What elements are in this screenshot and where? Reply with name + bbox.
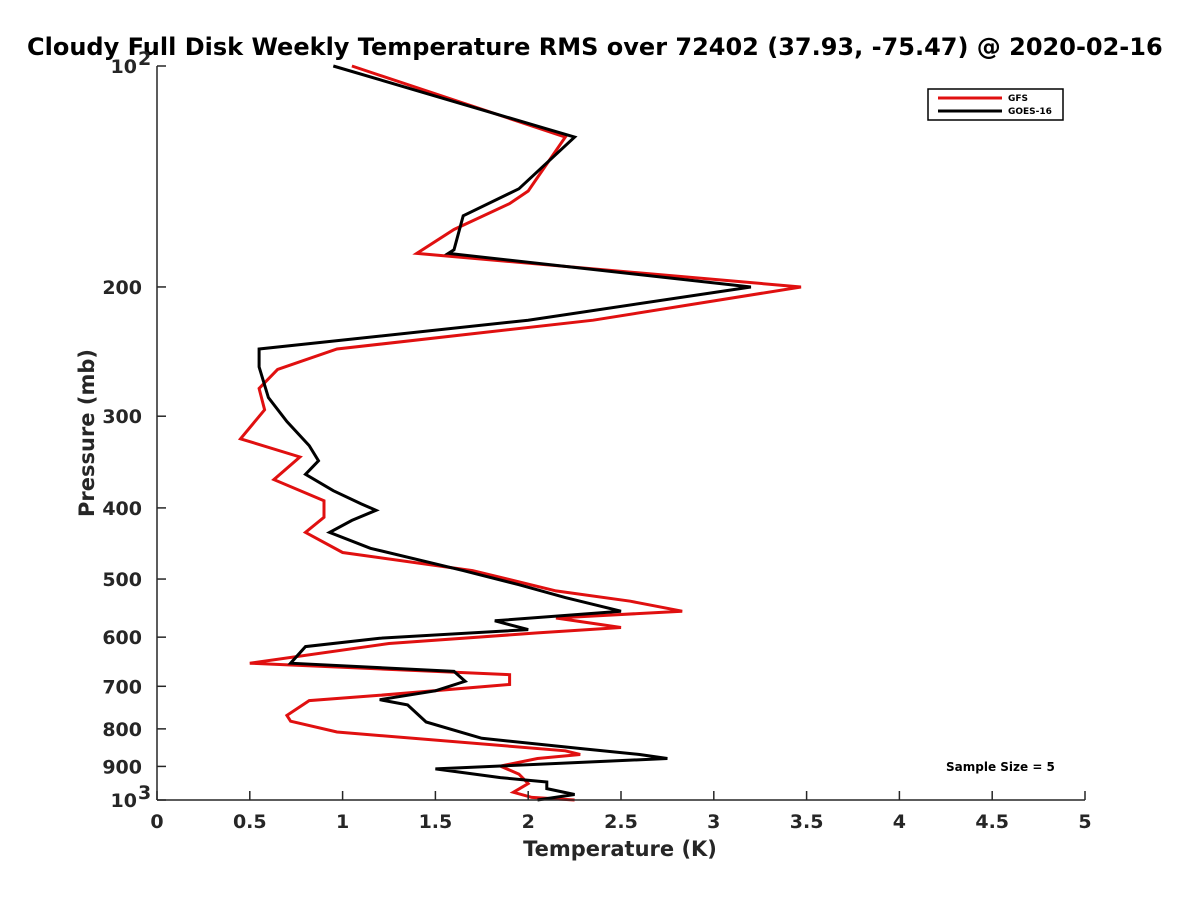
x-axis-label: Temperature (K)	[523, 837, 717, 861]
legend-label-gfs: GFS	[1008, 94, 1028, 104]
x-tick-label: 0	[150, 811, 163, 833]
y-tick-label: 500	[102, 569, 142, 591]
legend-box	[927, 88, 1064, 121]
y-tick-label: 400	[102, 498, 142, 520]
x-tick-label: 5	[1078, 811, 1091, 833]
y-axis-label: Pressure (mb)	[75, 349, 99, 517]
x-tick-label: 4	[893, 811, 906, 833]
chart-title: Cloudy Full Disk Weekly Temperature RMS …	[27, 33, 1163, 61]
x-tick-label: 0.5	[233, 811, 267, 833]
x-tick-label: 2	[522, 811, 535, 833]
y-tick-label: 10	[111, 790, 137, 812]
y-tick-label: 600	[102, 627, 142, 649]
x-tick-label: 4.5	[975, 811, 1009, 833]
x-tick-label: 1	[336, 811, 349, 833]
y-tick-exponent: 2	[138, 48, 151, 70]
y-tick-label: 300	[102, 406, 142, 428]
y-tick-exponent: 3	[138, 782, 151, 804]
y-tick-label: 800	[102, 719, 142, 741]
series-line-gfs	[237, 64, 802, 802]
y-tick-label: 700	[102, 676, 142, 698]
y-tick-label: 900	[102, 756, 142, 778]
series-layer	[237, 64, 802, 802]
legend-label-goes16: GOES-16	[1008, 107, 1052, 117]
x-tick-label: 3	[707, 811, 720, 833]
y-tick-label: 200	[102, 277, 142, 299]
y-tick-label: 10	[111, 56, 137, 78]
x-tick-label: 1.5	[419, 811, 453, 833]
ticks-layer: 0 0.5 1 1.5 2 2.5 3 3.5 4 4.5 510 22003004005006007…	[102, 48, 1091, 833]
x-tick-label: 3.5	[790, 811, 824, 833]
x-tick-label: 2.5	[604, 811, 638, 833]
sample-size-annotation: Sample Size = 5	[946, 760, 1055, 774]
series-line-goes-16	[257, 64, 752, 802]
legend: GFS GOES-16	[927, 88, 1064, 121]
